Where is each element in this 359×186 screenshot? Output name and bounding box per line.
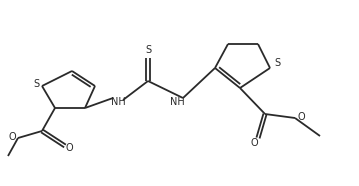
Text: O: O xyxy=(8,132,16,142)
Text: S: S xyxy=(33,79,39,89)
Text: NH: NH xyxy=(111,97,125,107)
Text: S: S xyxy=(274,58,280,68)
Text: O: O xyxy=(250,138,258,148)
Text: O: O xyxy=(297,112,305,122)
Text: O: O xyxy=(65,143,73,153)
Text: S: S xyxy=(145,45,151,55)
Text: NH: NH xyxy=(169,97,185,107)
